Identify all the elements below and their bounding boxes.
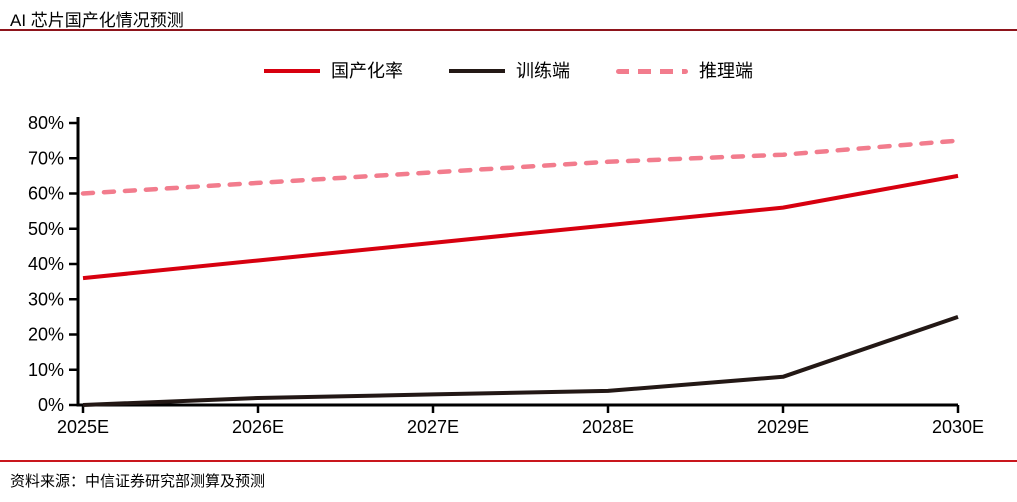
y-tick-label: 60% [28, 184, 64, 204]
series-line-推理端 [80, 138, 961, 196]
y-tick-label: 80% [28, 113, 64, 133]
legend-label-training-side: 训练端 [516, 61, 570, 81]
legend-item-training-side: 训练端 [449, 57, 570, 85]
legend-item-inference-side: 推理端 [616, 57, 753, 85]
x-tick-label: 2026E [232, 417, 284, 437]
x-tick-label: 2030E [932, 417, 984, 437]
figure-footer: 资料来源：中信证券研究部测算及预测 [0, 460, 1017, 491]
series-line-训练端 [82, 314, 959, 407]
chart-legend: 国产化率 训练端 推理端 [0, 57, 1017, 85]
chart-title: AI 芯片国产化情况预测 [10, 11, 184, 30]
x-tick-label: 2029E [757, 417, 809, 437]
source-note: 资料来源：中信证券研究部测算及预测 [10, 473, 266, 490]
legend-line-solid-black-icon [449, 69, 505, 73]
chart-canvas: 0% 10% 20% 30% 40% 50% 60% 70% 80% 2025E 2026E 2027… [28, 113, 984, 437]
legend-item-localization-rate: 国产化率 [264, 57, 403, 85]
y-tick-label: 50% [28, 219, 64, 239]
x-tick-label: 2027E [407, 417, 459, 437]
legend-line-dashed-pink-icon [616, 68, 688, 74]
y-tick-label: 70% [28, 148, 64, 168]
y-tick-label: 20% [28, 325, 64, 345]
legend-line-solid-red-icon [264, 69, 320, 73]
y-tick-label: 0% [38, 395, 64, 415]
figure-header: AI 芯片国产化情况预测 [0, 0, 1017, 31]
y-tick-label: 30% [28, 289, 64, 309]
legend-label-localization-rate: 国产化率 [331, 61, 403, 81]
x-tick-label: 2028E [582, 417, 634, 437]
legend-label-inference-side: 推理端 [699, 61, 753, 81]
x-tick-label: 2025E [57, 417, 109, 437]
y-tick-label: 10% [28, 360, 64, 380]
series-line-国产化率 [82, 173, 959, 281]
chart-area: 0% 10% 20% 30% 40% 50% 60% 70% 80% 2025E 2026E 2027… [0, 100, 1017, 445]
y-tick-label: 40% [28, 254, 64, 274]
